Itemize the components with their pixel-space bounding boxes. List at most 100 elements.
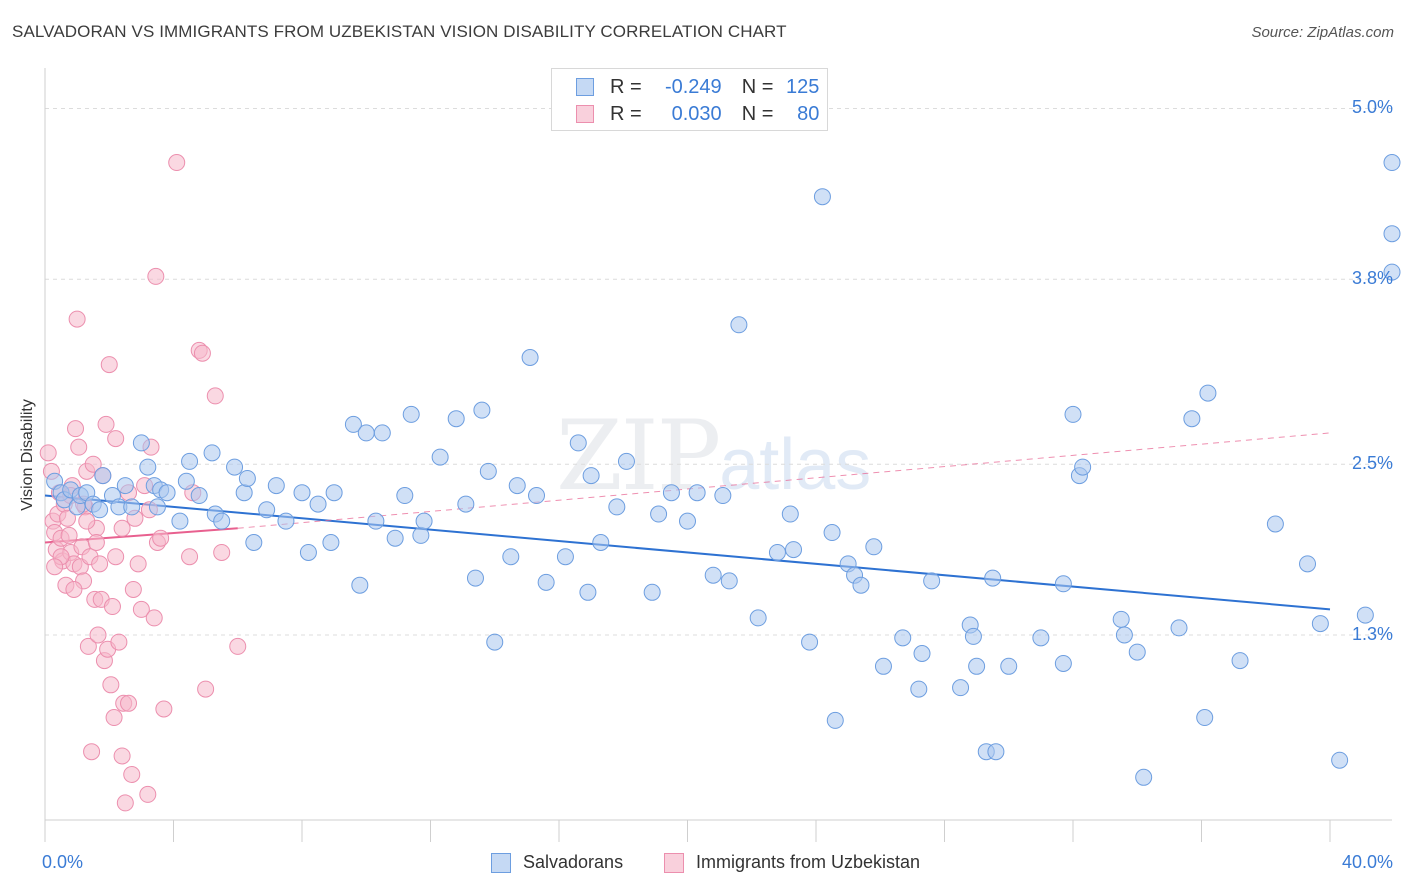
- uzbekistan-point: [147, 267, 165, 285]
- salvadoran-point: [123, 498, 141, 516]
- uzbekistan-point: [89, 626, 107, 644]
- legend-r-label: R =: [610, 75, 642, 98]
- salvadoran-point: [569, 434, 587, 452]
- legend-r-value: 0.030: [671, 102, 722, 125]
- salvadoran-point: [582, 467, 600, 485]
- salvadoran-point: [643, 583, 661, 601]
- y-tick-label: 2.5%: [1351, 453, 1393, 474]
- uzbekistan-point: [83, 743, 101, 761]
- salvadoran-point: [964, 627, 982, 645]
- uzbekistan-point: [107, 548, 125, 566]
- salvadoran-point: [608, 498, 626, 516]
- salvadoran-point: [913, 645, 931, 662]
- salvadoran-point: [235, 484, 253, 502]
- y-tick-label: 3.8%: [1351, 268, 1393, 289]
- uzbekistan-point: [107, 430, 125, 448]
- salvadoran-point: [768, 543, 786, 561]
- points-layer: [39, 154, 1401, 812]
- salvadoran-point: [412, 526, 430, 544]
- salvadoran-point: [132, 434, 150, 452]
- salvadoran-point: [679, 512, 696, 530]
- salvadoran-point: [781, 505, 799, 523]
- salvadoran-point: [730, 316, 748, 334]
- salvadoran-point: [116, 477, 134, 495]
- salvadoran-point: [984, 569, 1002, 587]
- bottom-legend-label: Immigrants from Uzbekistan: [696, 852, 921, 872]
- salvadoran-point: [267, 477, 285, 495]
- salvadoran-point: [785, 541, 803, 559]
- salvadoran-point: [351, 576, 369, 594]
- uzbekistan-point: [229, 637, 247, 655]
- salvadoran-point: [357, 424, 375, 442]
- salvadoran-trend-line: [44, 494, 1331, 611]
- uzbekistan-point: [84, 455, 102, 473]
- salvadoran-point: [1331, 751, 1349, 769]
- salvadoran-point: [1054, 654, 1072, 672]
- salvadoran-point: [823, 524, 841, 542]
- uzbekistan-point: [103, 598, 121, 616]
- legend-r-value: -0.249: [664, 75, 722, 98]
- salvadoran-point: [1231, 652, 1249, 670]
- uzbekistan-point: [123, 765, 141, 783]
- bottom-legend-swatch-pink: [664, 852, 684, 873]
- salvadoran-point: [968, 657, 986, 675]
- salvadoran-point: [1383, 263, 1401, 281]
- salvadoran-point: [1074, 458, 1092, 476]
- salvadoran-point: [177, 472, 195, 490]
- salvadoran-point: [704, 566, 722, 584]
- salvadoran-point: [910, 680, 928, 698]
- salvadoran-point: [1299, 555, 1317, 573]
- uzbekistan-point: [197, 680, 215, 698]
- salvadoran-point: [1115, 626, 1133, 644]
- uzbekistan-point: [116, 794, 134, 812]
- salvadoran-point: [309, 495, 327, 513]
- uzbekistan-point: [168, 154, 186, 172]
- uzbekistan-point: [46, 558, 64, 576]
- salvadoran-point: [213, 512, 231, 530]
- salvadoran-point: [148, 498, 166, 516]
- salvadoran-point: [521, 349, 539, 366]
- uzbekistan-point: [110, 633, 128, 651]
- salvadoran-point: [801, 633, 819, 651]
- salvadoran-point: [874, 657, 892, 675]
- uzbekistan-point: [97, 415, 115, 433]
- salvadoran-point: [171, 512, 189, 530]
- salvadoran-point: [203, 444, 221, 462]
- uzbekistan-point: [213, 543, 231, 561]
- salvadoran-point: [1135, 768, 1153, 786]
- salvadoran-point: [396, 487, 414, 505]
- salvadoran-point: [181, 452, 199, 470]
- legend-swatch-blue: [576, 78, 594, 96]
- salvadoran-point: [1383, 154, 1401, 172]
- salvadoran-point: [537, 573, 555, 591]
- uzbekistan-point: [124, 580, 142, 598]
- salvadoran-point: [720, 572, 738, 590]
- salvadoran-point: [923, 572, 941, 590]
- salvadoran-point: [473, 401, 491, 419]
- salvadoran-point: [277, 512, 295, 530]
- bottom-legend-label: Salvadorans: [523, 852, 624, 872]
- salvadoran-point: [617, 452, 635, 470]
- uzbekistan-point: [145, 609, 163, 627]
- chart-source: Source: ZipAtlas.com: [1251, 24, 1394, 41]
- salvadoran-point: [1199, 384, 1217, 402]
- salvadoran-point: [952, 679, 970, 697]
- uzbekistan-point: [67, 420, 85, 438]
- salvadoran-point: [714, 487, 732, 505]
- salvadoran-point: [865, 538, 883, 556]
- x-tick-label-min: 0.0%: [42, 852, 84, 872]
- salvadoran-point: [466, 569, 484, 587]
- salvadoran-point: [386, 529, 404, 547]
- uzbekistan-point: [113, 519, 131, 537]
- salvadoran-point: [987, 743, 1005, 761]
- salvadoran-point: [502, 548, 520, 566]
- uzbekistan-point: [206, 387, 224, 405]
- legend-row-uzbekistan: R = 0.030 N = 80: [576, 103, 819, 125]
- uzbekistan-point: [68, 310, 86, 328]
- uzbekistan-point: [39, 444, 57, 462]
- uzbekistan-point: [87, 534, 105, 551]
- salvadoran-point: [373, 424, 391, 442]
- uzbekistan-point: [70, 438, 88, 456]
- bottom-legend-salvadorans: Salvadorans: [491, 852, 623, 873]
